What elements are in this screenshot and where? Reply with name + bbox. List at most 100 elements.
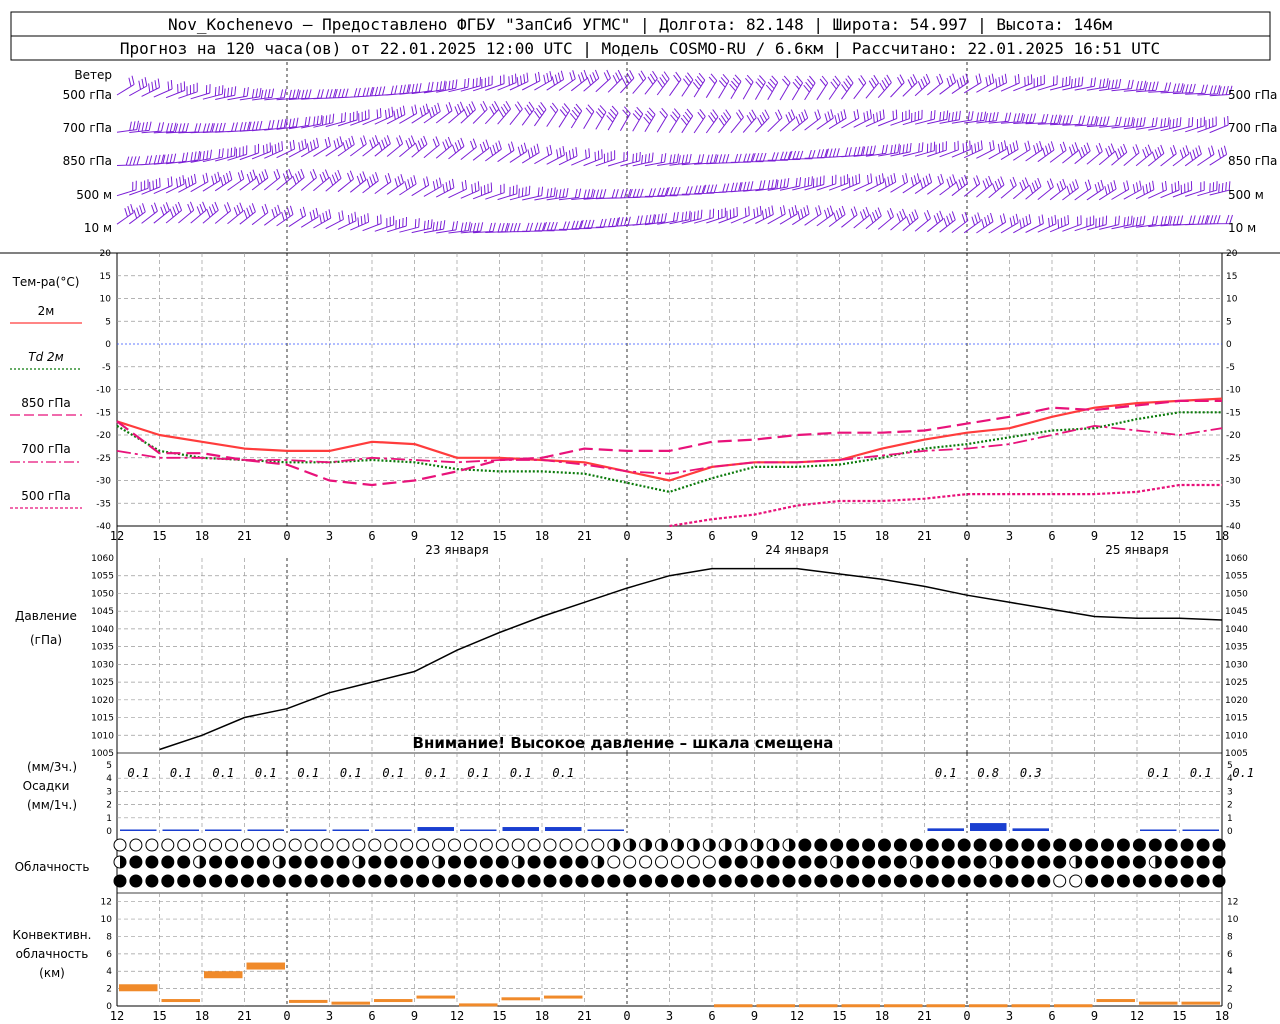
cloud-circle [1196,838,1210,852]
cloud-circle [798,874,812,888]
cloud-symbol [846,855,860,869]
cloud-fill [199,856,206,868]
cloud-symbol [527,838,541,852]
cloud-symbol [957,838,971,852]
cloud-circle [1116,838,1130,852]
pres-tick-left: 1050 [91,589,114,599]
cloud-symbol [686,855,700,869]
cloud-circle [575,838,589,852]
cloud-symbol [893,874,907,888]
cloud-symbol [320,838,334,852]
cloud-symbol [145,874,159,888]
pres-tick-right: 1015 [1225,714,1248,724]
time-label: 18 [195,529,209,543]
cloud-symbol [766,855,780,869]
cloud-circle [782,855,796,869]
cloud-symbol [798,874,812,888]
cloud-circle [1196,855,1210,869]
cloud-symbol [256,874,270,888]
header-line-1: Nov_Kochenevo – Предоставлено ФГБУ "ЗапС… [168,15,1112,34]
precip-bar [1012,828,1049,831]
cloud-circle [1005,838,1019,852]
cloud-circle [240,874,254,888]
header-box-bottom [10,35,1271,61]
cloud-circle [862,855,876,869]
cloud-circle [1132,874,1146,888]
precip-value-label: 0.1 [510,766,532,780]
cloud-symbol [527,874,541,888]
temp-series-0 [116,397,1223,482]
conv-tick-left: 8 [106,932,112,942]
cloud-circle [113,874,127,888]
precip-title: Осадки [23,779,70,793]
time-label: 21 [577,529,591,543]
cloud-symbol [1069,838,1083,852]
convective-title-1: Конвективн. [13,928,92,942]
time-label-bottom: 6 [368,1009,375,1023]
temp-tick-right: 10 [1226,295,1238,305]
cloud-circle [766,855,780,869]
pres-tick-right: 1040 [1225,625,1248,635]
convective-unit: (км) [39,966,65,980]
convective-bar [161,999,200,1003]
precip-value-label: 0.1 [467,766,489,780]
precip-bar [587,829,624,831]
cloud-circle [1164,855,1178,869]
prec-tick-right: 5 [1227,761,1233,771]
cloud-symbol [655,855,668,869]
cloud-symbol [463,874,477,888]
cloud-symbol [543,855,557,869]
cloud-symbol [575,838,589,852]
pres-tick-right: 1025 [1225,678,1248,688]
cloud-symbol [575,855,589,869]
cloud-circle [830,874,844,888]
cloud-symbol [1132,855,1146,869]
prec-tick-left: 5 [106,761,112,771]
precip-bar [162,829,199,831]
cloud-symbol [1148,838,1162,852]
cloud-circle [352,838,366,852]
cloud-circle [655,874,668,888]
cloud-symbol [400,874,414,888]
precip-value-label: 0.1 [212,766,234,780]
cloud-fill [725,839,732,851]
pres-tick-left: 1005 [91,749,114,759]
time-label: 15 [152,529,166,543]
convective-bar [544,995,583,999]
temp-tick-left: -25 [96,454,111,464]
cloud-circle [575,855,589,869]
cloud-symbol [862,855,876,869]
cloud-symbol [750,874,764,888]
cloud-symbol [702,874,716,888]
cloud-symbol [734,855,748,869]
pres-tick-left: 1055 [91,572,114,582]
time-label: 12 [790,529,804,543]
cloud-symbol [288,874,302,888]
cloud-symbol [416,855,430,869]
time-label-bottom: 12 [1130,1009,1144,1023]
time-label: 6 [1048,529,1055,543]
cloud-symbol [479,838,493,852]
conv-tick-right: 12 [1227,898,1238,908]
cloud-symbol [1164,855,1178,869]
convective-bar [416,995,455,999]
cloud-circle [368,874,382,888]
cloud-symbol [256,855,270,869]
pres-tick-left: 1025 [91,678,114,688]
cloud-symbol [559,838,573,852]
pressure-warning: Внимание! Высокое давление – шкала смеще… [413,734,834,752]
pres-tick-left: 1030 [91,660,114,670]
time-label-bottom: 15 [152,1009,166,1023]
time-label: 6 [368,529,375,543]
header-box-top [10,11,1271,37]
temp-tick-right: 5 [1226,317,1232,327]
temp-series-1 [116,411,1222,493]
precip-value-label: 0.1 [552,766,574,780]
cloud-circle [686,855,700,869]
cloud-circle [1005,874,1019,888]
cloud-circle [925,855,939,869]
cloud-circle [782,874,796,888]
cloud-symbol [591,874,605,888]
cloud-circle [304,855,318,869]
